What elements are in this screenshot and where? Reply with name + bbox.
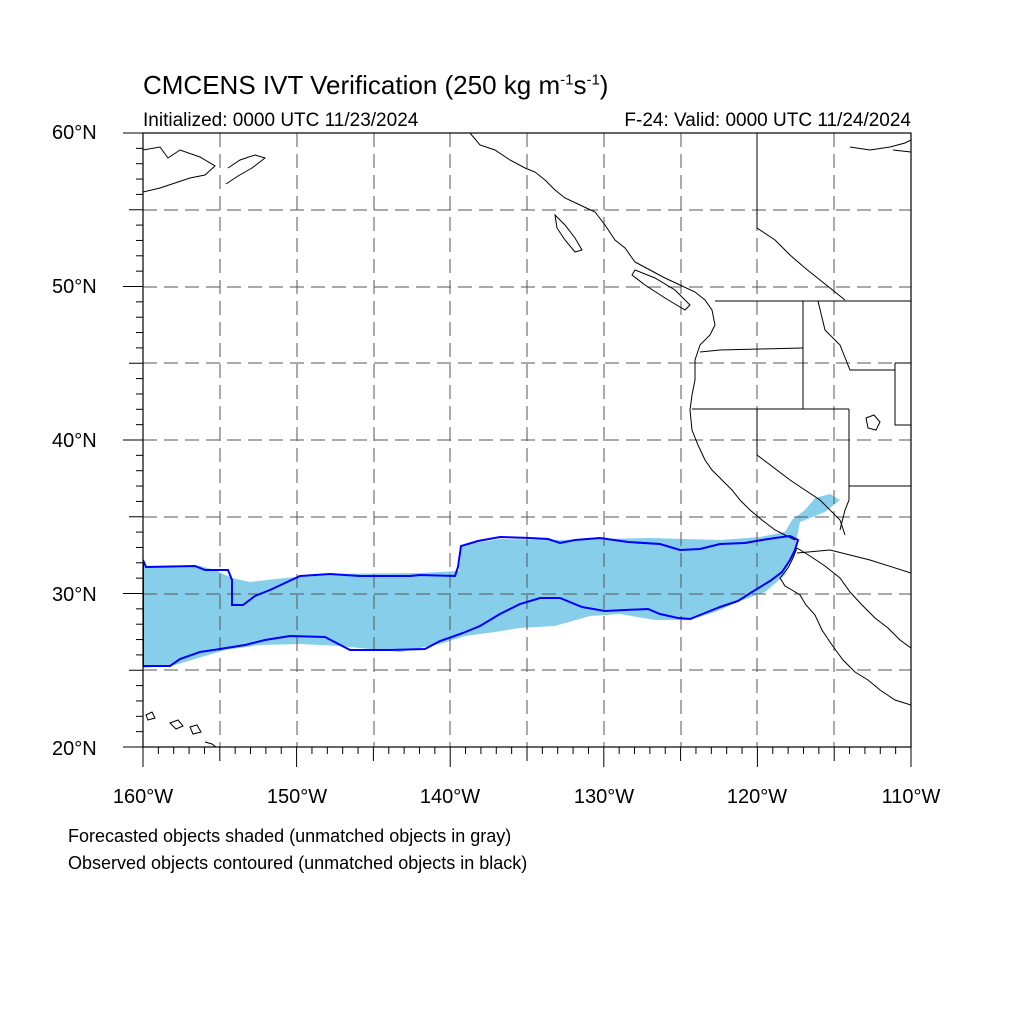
great-salt-lake xyxy=(865,414,881,431)
baja-coast xyxy=(779,547,911,706)
lon-label-160w: 160°W xyxy=(112,786,174,808)
coastlines xyxy=(143,133,911,747)
hawaii-islands xyxy=(145,711,217,747)
lat-label-50n: 50°N xyxy=(52,276,97,298)
southeast-alaska-bc-coast xyxy=(469,133,796,541)
lat-label-40n: 40°N xyxy=(52,430,97,452)
canada-interior-lines xyxy=(756,139,911,301)
observed-ivt-contour xyxy=(143,534,800,667)
mexico-mainland-coast xyxy=(796,547,911,649)
axis-ticks xyxy=(123,132,912,767)
alaska-coast xyxy=(143,146,216,193)
lon-label-130w: 130°W xyxy=(573,786,635,808)
lon-label-140w: 140°W xyxy=(419,786,481,808)
lon-label-110w: 110°W xyxy=(881,786,941,808)
lat-label-30n: 30°N xyxy=(52,584,97,606)
forecast-note: Forecasted objects shaded (unmatched obj… xyxy=(68,826,512,846)
political-boundaries xyxy=(692,133,911,574)
valid-time-label: F-24: Valid: 0000 UTC 11/24/2024 xyxy=(624,110,911,131)
vancouver-island xyxy=(631,269,691,311)
forecast-ivt-object xyxy=(143,494,840,668)
nevada-border xyxy=(848,409,911,487)
arizona-border xyxy=(839,486,850,531)
haida-gwaii xyxy=(554,213,583,253)
lon-label-120w: 120°W xyxy=(726,786,788,808)
washington-oregon-border xyxy=(699,347,804,353)
alaska-peninsula xyxy=(225,154,267,185)
lat-label-60n: 60°N xyxy=(52,122,97,144)
lat-lon-grid xyxy=(143,133,911,747)
init-time-label: Initialized: 0000 UTC 11/23/2024 xyxy=(143,110,419,131)
lat-label-20n: 20°N xyxy=(52,738,97,760)
idaho-montana-border xyxy=(817,300,895,371)
map-title: CMCENS IVT Verification (250 kg m-1s-1) xyxy=(143,70,609,100)
lon-label-150w: 150°W xyxy=(266,786,328,808)
us-mexico-border xyxy=(796,549,911,574)
california-nevada-border xyxy=(756,409,846,536)
wyoming-border xyxy=(894,362,911,426)
observed-note: Observed objects contoured (unmatched ob… xyxy=(68,853,528,873)
